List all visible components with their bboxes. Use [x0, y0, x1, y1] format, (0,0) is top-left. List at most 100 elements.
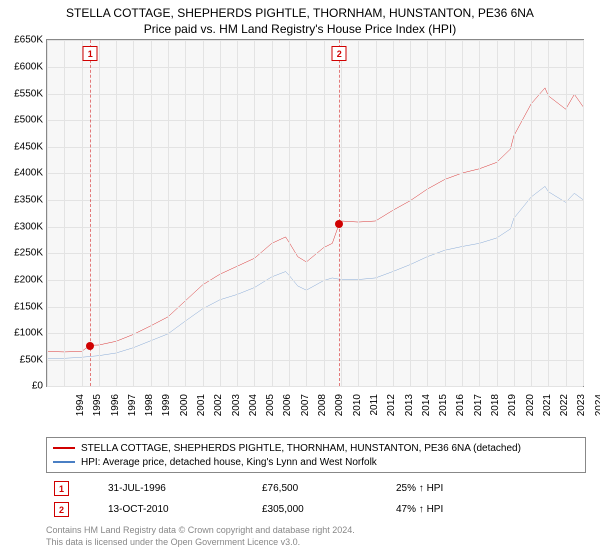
x-tick-label: 1996: [110, 394, 121, 424]
y-tick-label: £550K: [14, 88, 47, 99]
gridline-h: [47, 280, 583, 281]
x-tick-label: 2023: [576, 394, 587, 424]
gridline-v: [497, 40, 498, 386]
event-box: 1: [54, 481, 69, 496]
x-tick-label: 2000: [179, 394, 190, 424]
title-block: STELLA COTTAGE, SHEPHERDS PIGHTLE, THORN…: [8, 5, 592, 37]
gridline-v: [151, 40, 152, 386]
gridline-v: [566, 40, 567, 386]
legend-label: HPI: Average price, detached house, King…: [81, 457, 377, 468]
gridline-v: [185, 40, 186, 386]
gridline-v: [583, 40, 584, 386]
y-tick-label: £400K: [14, 168, 47, 179]
title-line1: STELLA COTTAGE, SHEPHERDS PIGHTLE, THORN…: [8, 5, 592, 21]
gridline-v: [289, 40, 290, 386]
x-tick-label: 2010: [352, 394, 363, 424]
gridline-v: [64, 40, 65, 386]
gridline-v: [133, 40, 134, 386]
event-pct: 25% HPI: [390, 479, 584, 498]
legend-label: STELLA COTTAGE, SHEPHERDS PIGHTLE, THORN…: [81, 443, 521, 454]
x-tick-label: 1998: [144, 394, 155, 424]
series-line: [47, 88, 583, 352]
y-tick-label: £350K: [14, 195, 47, 206]
event-date: 13-OCT-2010: [102, 500, 254, 519]
gridline-h: [47, 147, 583, 148]
x-tick-label: 2005: [265, 394, 276, 424]
gridline-h: [47, 173, 583, 174]
event-box: 2: [54, 502, 69, 517]
x-tick-label: 2013: [404, 394, 415, 424]
legend: STELLA COTTAGE, SHEPHERDS PIGHTLE, THORN…: [46, 437, 586, 473]
x-tick-label: 1997: [127, 394, 138, 424]
x-tick-label: 2011: [369, 394, 380, 424]
gridline-v: [306, 40, 307, 386]
gridline-v: [376, 40, 377, 386]
y-tick-label: £150K: [14, 301, 47, 312]
event-date: 31-JUL-1996: [102, 479, 254, 498]
x-tick-label: 2020: [525, 394, 536, 424]
gridline-v: [427, 40, 428, 386]
gridline-v: [47, 40, 48, 386]
event-marker-flag: 1: [83, 46, 98, 61]
legend-swatch: [53, 461, 75, 463]
gridline-h: [47, 333, 583, 334]
event-price: £305,000: [256, 500, 388, 519]
gridline-v: [203, 40, 204, 386]
x-tick-label: 2016: [455, 394, 466, 424]
gridline-h: [47, 360, 583, 361]
y-tick-label: £600K: [14, 61, 47, 72]
x-tick-label: 1995: [92, 394, 103, 424]
gridline-v: [462, 40, 463, 386]
gridline-v: [358, 40, 359, 386]
event-marker-dot: [86, 342, 94, 350]
gridline-h: [47, 67, 583, 68]
gridline-h: [47, 307, 583, 308]
arrow-up-icon: [419, 483, 424, 494]
event-pct: 47% HPI: [390, 500, 584, 519]
gridline-v: [445, 40, 446, 386]
gridline-v: [220, 40, 221, 386]
footer: Contains HM Land Registry data © Crown c…: [46, 525, 592, 548]
gridline-v: [168, 40, 169, 386]
x-tick-label: 2004: [248, 394, 259, 424]
x-tick-label: 2006: [282, 394, 293, 424]
y-tick-label: £250K: [14, 248, 47, 259]
gridline-v: [324, 40, 325, 386]
arrow-up-icon: [419, 504, 424, 515]
chart-lines: [47, 40, 583, 386]
gridline-h: [47, 386, 583, 387]
gridline-h: [47, 200, 583, 201]
x-tick-label: 2014: [421, 394, 432, 424]
footer-line1: Contains HM Land Registry data © Crown c…: [46, 525, 592, 537]
gridline-v: [272, 40, 273, 386]
gridline-v: [99, 40, 100, 386]
event-marker-flag: 2: [332, 46, 347, 61]
event-marker-line: [90, 40, 91, 386]
gridline-h: [47, 40, 583, 41]
x-tick-label: 1994: [75, 394, 86, 424]
y-tick-label: £650K: [14, 35, 47, 46]
gridline-v: [341, 40, 342, 386]
event-price: £76,500: [256, 479, 388, 498]
x-tick-label: 1999: [161, 394, 172, 424]
legend-swatch: [53, 447, 75, 449]
y-tick-label: £200K: [14, 274, 47, 285]
x-tick-label: 2001: [196, 394, 207, 424]
gridline-h: [47, 120, 583, 121]
chart-container: STELLA COTTAGE, SHEPHERDS PIGHTLE, THORN…: [0, 0, 600, 560]
y-tick-label: £0: [32, 381, 47, 392]
x-tick-label: 2008: [317, 394, 328, 424]
y-tick-label: £500K: [14, 115, 47, 126]
x-tick-label: 2015: [438, 394, 449, 424]
gridline-h: [47, 227, 583, 228]
y-tick-label: £100K: [14, 328, 47, 339]
x-tick-label: 2022: [559, 394, 570, 424]
title-line2: Price paid vs. HM Land Registry's House …: [8, 21, 592, 37]
x-tick-label: 2024: [594, 394, 600, 424]
x-tick-label: 2021: [542, 394, 553, 424]
gridline-v: [479, 40, 480, 386]
x-tick-label: 2012: [386, 394, 397, 424]
x-tick-label: 2003: [231, 394, 242, 424]
x-tick-label: 2002: [213, 394, 224, 424]
chart-region: £0£50K£100K£150K£200K£250K£300K£350K£400…: [46, 39, 584, 409]
